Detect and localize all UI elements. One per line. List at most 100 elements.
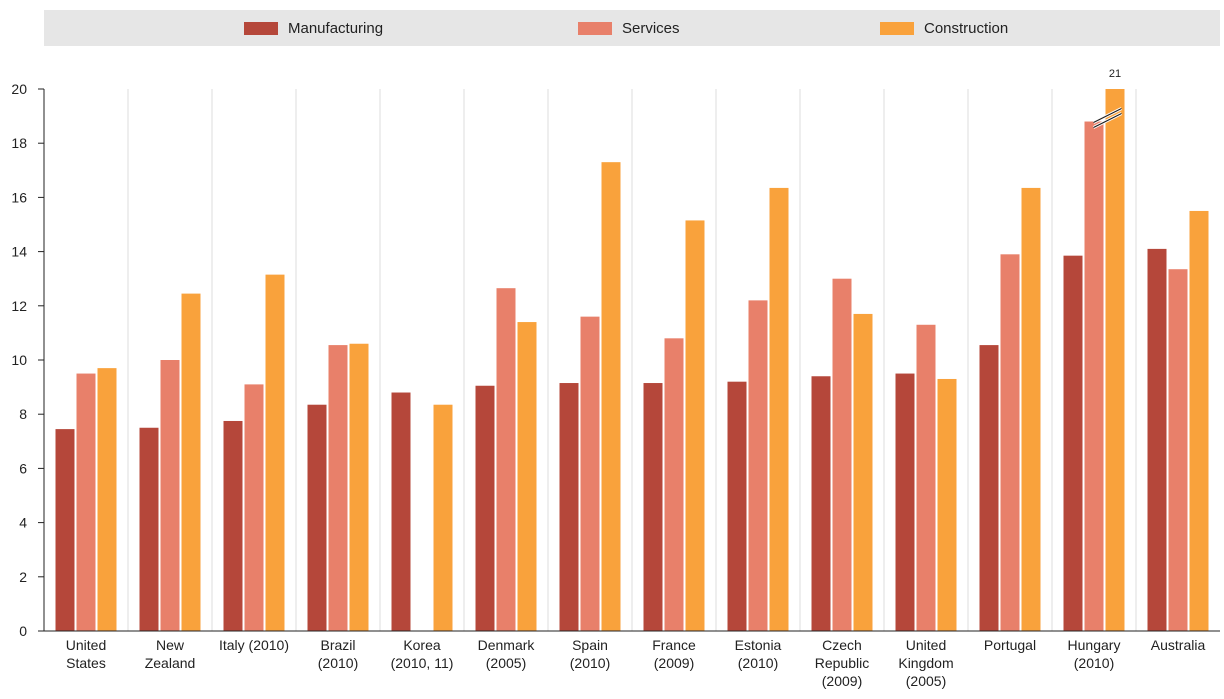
x-tick-label: France (2009) — [652, 637, 696, 671]
x-tick-label-line: Portugal — [984, 637, 1036, 653]
x-tick-label-line: (2005) — [486, 655, 526, 671]
x-tick-label: Korea (2010, 11) — [391, 637, 454, 671]
y-tick-label: 16 — [11, 189, 27, 205]
bar-manufacturing — [1147, 248, 1167, 631]
bar-manufacturing — [307, 404, 327, 631]
y-tick-label: 2 — [19, 569, 27, 585]
x-tick-label-line: (2010) — [318, 655, 358, 671]
legend-swatch-construction — [880, 21, 914, 35]
y-tick-label: 20 — [11, 81, 27, 97]
bar-manufacturing — [895, 373, 915, 631]
bar-services — [160, 360, 180, 631]
bar-construction — [1189, 210, 1209, 631]
bar-construction — [1021, 187, 1041, 632]
bar-services — [1168, 269, 1188, 631]
x-tick-label-line: (2009) — [654, 655, 694, 671]
x-tick-label: Spain (2010) — [570, 637, 610, 671]
data-label: 21 — [1109, 68, 1121, 80]
x-tick-label-line: (2010, 11) — [391, 655, 454, 671]
x-tick-label: Denmark (2005) — [478, 637, 536, 671]
x-tick-label: Estonia (2010) — [735, 637, 782, 671]
bar-construction — [181, 293, 201, 631]
legend-item-services: Services — [578, 10, 680, 46]
legend-label-construction: Construction — [924, 19, 1009, 37]
bar-services — [1000, 254, 1020, 631]
x-tick-label-line: (2010) — [570, 655, 610, 671]
bar-manufacturing — [139, 427, 159, 631]
legend-label-services: Services — [622, 19, 680, 37]
bar-manufacturing — [811, 376, 831, 631]
x-tick-label-line: Estonia — [735, 637, 782, 653]
bar-services — [832, 278, 852, 631]
bar-manufacturing — [391, 392, 411, 631]
x-tick-label-line: Denmark — [478, 637, 536, 653]
y-tick-label: 8 — [19, 406, 27, 422]
legend-item-manufacturing: Manufacturing — [244, 10, 383, 46]
legend-label-manufacturing: Manufacturing — [288, 19, 384, 37]
bar-manufacturing — [979, 345, 999, 631]
bar-services — [496, 288, 516, 631]
x-tick-label-line: Italy (2010) — [219, 637, 289, 653]
x-tick-label: United States — [66, 637, 106, 671]
bar-construction — [517, 322, 537, 631]
bar-manufacturing — [1063, 255, 1083, 632]
x-tick-label-line: (2005) — [906, 673, 946, 689]
x-tick-label-line: Australia — [1151, 637, 1206, 653]
bar-manufacturing — [475, 385, 495, 631]
bar-services — [916, 324, 936, 631]
bar-construction — [769, 187, 789, 632]
x-tick-label-line: (2010) — [738, 655, 778, 671]
x-tick-label-line: Czech — [822, 637, 862, 653]
bar-services — [328, 345, 348, 631]
x-tick-label: Brazil (2010) — [318, 637, 358, 671]
x-tick-label: Czech Republic (2009) — [815, 637, 869, 689]
legend-swatch-services — [578, 21, 612, 35]
bar-manufacturing — [643, 383, 663, 631]
bar-construction — [1105, 89, 1125, 631]
x-tick-label: Portugal — [984, 637, 1036, 653]
bar-services — [244, 384, 264, 631]
bar-construction — [265, 274, 285, 631]
bar-construction — [853, 313, 873, 631]
x-tick-label-line: Republic — [815, 655, 869, 671]
y-tick-label: 6 — [19, 460, 27, 476]
y-tick-label: 0 — [19, 623, 27, 639]
x-tick-label-line: United — [906, 637, 946, 653]
bar-manufacturing — [559, 383, 579, 631]
bar-manufacturing — [55, 429, 75, 631]
y-tick-label: 14 — [11, 244, 27, 260]
legend-item-construction: Construction — [880, 10, 1008, 46]
bar-construction — [97, 368, 117, 631]
break-mark — [1093, 112, 1122, 129]
bar-services — [748, 300, 768, 631]
x-tick-label-line: Kingdom — [898, 655, 953, 671]
bar-construction — [685, 220, 705, 631]
x-tick-label-line: Hungary — [1068, 637, 1121, 653]
x-tick-label: New Zealand — [145, 637, 196, 671]
bar-services — [580, 316, 600, 631]
bar-construction — [349, 343, 369, 631]
x-tick-label-line: States — [66, 655, 106, 671]
x-tick-label: Italy (2010) — [219, 637, 289, 653]
bar-construction — [433, 404, 453, 631]
y-tick-label: 4 — [19, 515, 27, 531]
x-tick-label-line: (2010) — [1074, 655, 1114, 671]
break-mark — [1093, 107, 1122, 124]
bar-construction — [937, 378, 957, 631]
bar-services — [664, 338, 684, 631]
y-tick-label: 12 — [11, 298, 27, 314]
y-tick-label: 18 — [11, 135, 27, 151]
bar-services — [76, 373, 96, 631]
x-tick-label-line: Brazil — [320, 637, 355, 653]
bar-manufacturing — [223, 420, 243, 631]
bar-manufacturing — [727, 381, 747, 631]
legend: Manufacturing Services Construction — [44, 10, 1220, 46]
x-tick-label-line: (2009) — [822, 673, 862, 689]
y-tick-label: 10 — [11, 352, 27, 368]
x-tick-label-line: Spain — [572, 637, 608, 653]
legend-swatch-manufacturing — [244, 21, 278, 35]
x-tick-label-line: New — [156, 637, 185, 653]
x-tick-label-line: United — [66, 637, 106, 653]
